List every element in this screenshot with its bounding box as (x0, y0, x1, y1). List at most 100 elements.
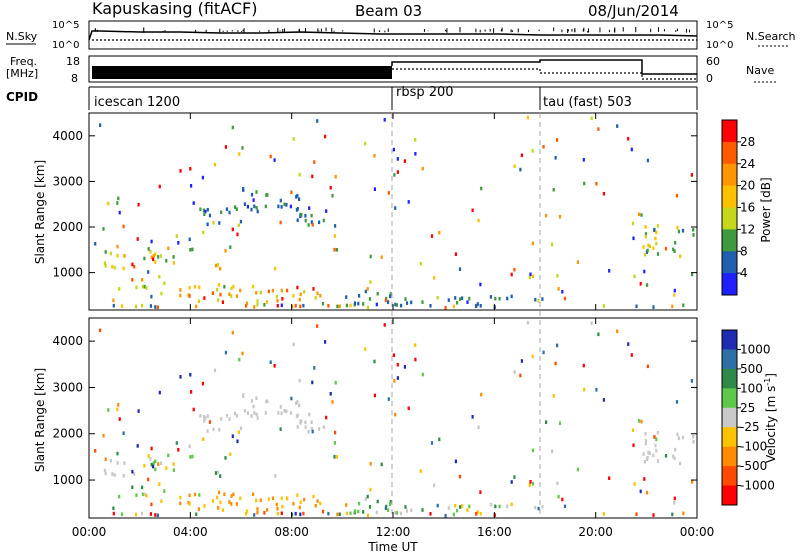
velocity-scatter (94, 320, 695, 518)
scatter-cell (298, 197, 301, 201)
scatter-cell (644, 234, 647, 239)
scatter-cell (239, 219, 242, 224)
scatter-cell (556, 138, 559, 142)
power-yaxis: 1000 2000 3000 4000 (52, 129, 697, 280)
scatter-cell (602, 512, 605, 516)
power-colorbar-label: Power [dB] (759, 177, 773, 242)
scatter-cell (208, 420, 212, 424)
scatter-cell (250, 207, 253, 212)
scatter-cell (583, 181, 586, 186)
scatter-cell (206, 429, 209, 433)
scatter-cell (292, 342, 295, 347)
scatter-cell (643, 252, 646, 257)
scatter-cell (400, 303, 403, 308)
scatter-cell (299, 512, 302, 517)
scatter-cell (430, 234, 434, 238)
scatter-cell (498, 504, 501, 509)
scatter-cell (302, 303, 305, 308)
scatter-cell (223, 284, 226, 289)
scatter-cell (635, 304, 638, 309)
scatter-cell (552, 394, 555, 398)
scatter-cell (294, 303, 297, 308)
scatter-cell (217, 283, 221, 287)
velocity-colorbar: 1000 500 100 25 -25 -100 -500 -1000 Velocity [m… (721, 329, 778, 506)
scatter-cell (557, 287, 560, 291)
scatter-cell (656, 430, 659, 435)
scatter-cell (104, 250, 107, 254)
scatter-cell (172, 468, 175, 472)
scatter-cell (542, 145, 545, 149)
colorbar-swatch (722, 349, 737, 370)
scatter-cell (250, 414, 253, 418)
scatter-cell (198, 493, 201, 497)
colorbar-tick-label: 8 (740, 244, 748, 258)
nsearch-tick-top: 10^5 (706, 20, 733, 31)
scatter-cell (296, 285, 299, 290)
scatter-cell (303, 290, 306, 294)
scatter-cell (454, 503, 457, 508)
scatter-cell (632, 236, 635, 241)
scatter-cell (537, 506, 540, 511)
scatter-cell (405, 301, 409, 305)
colorbar-swatch (722, 273, 737, 296)
scatter-cell (394, 206, 397, 210)
scatter-cell (616, 329, 619, 334)
scatter-cell (156, 513, 159, 518)
scatter-cell (404, 297, 407, 301)
scatter-cell (576, 260, 579, 264)
scatter-cell (224, 249, 227, 253)
scatter-cell (172, 261, 175, 265)
scatter-cell (312, 494, 315, 499)
colorbar-swatch (722, 388, 737, 409)
scatter-cell (410, 300, 413, 305)
colorbar-tick-label: 1000 (740, 342, 771, 356)
scatter-cell (675, 193, 679, 198)
scatter-cell (655, 437, 658, 442)
scatter-cell (454, 252, 457, 256)
scatter-cell (691, 272, 694, 277)
x-tick-label: 08:00 (274, 525, 309, 539)
scatter-cell (204, 416, 207, 420)
scatter-cell (436, 295, 439, 300)
scatter-cell (219, 500, 222, 505)
scatter-cell (255, 206, 258, 210)
scatter-cell (231, 330, 234, 335)
scatter-cell (256, 299, 259, 303)
scatter-cell (456, 300, 459, 305)
scatter-cell (310, 220, 313, 224)
x-tick-label: 12:00 (376, 525, 411, 539)
scatter-cell (479, 304, 482, 308)
scatter-cell (113, 265, 116, 270)
scatter-cell (404, 505, 407, 509)
scatter-cell (477, 425, 480, 429)
scatter-cell (252, 198, 255, 202)
scatter-cell (255, 498, 258, 503)
scatter-cell (541, 505, 544, 509)
scatter-cell (175, 441, 178, 445)
freq-tick-bottom: 8 (71, 72, 78, 85)
scatter-cell (163, 489, 166, 493)
scatter-cell (528, 275, 531, 280)
scatter-cell (331, 400, 334, 404)
x-tick-label: 00:00 (680, 525, 715, 539)
scatter-cell (143, 284, 146, 289)
scatter-cell (682, 303, 685, 308)
scatter-cell (154, 305, 157, 309)
scatter-cell (456, 508, 459, 513)
scatter-cell (393, 173, 396, 177)
colorbar-swatch (722, 229, 737, 252)
scatter-cell (204, 209, 207, 214)
colorbar-swatch (722, 485, 737, 506)
scatter-cell (396, 170, 399, 174)
scatter-cell (279, 405, 282, 409)
scatter-cell (217, 298, 220, 302)
scatter-cell (111, 264, 114, 269)
scatter-cell (236, 232, 239, 237)
scatter-cell (444, 513, 447, 518)
scatter-cell (541, 297, 544, 301)
time-axis: 00:00 04:00 08:00 12:00 16:00 20:00 00:00 (72, 113, 715, 539)
colorbar-swatch (722, 407, 737, 428)
velocity-colorbar-label-main: Velocity [m s (764, 386, 778, 463)
nave-label: Nave (746, 64, 774, 77)
scatter-cell (554, 361, 557, 366)
